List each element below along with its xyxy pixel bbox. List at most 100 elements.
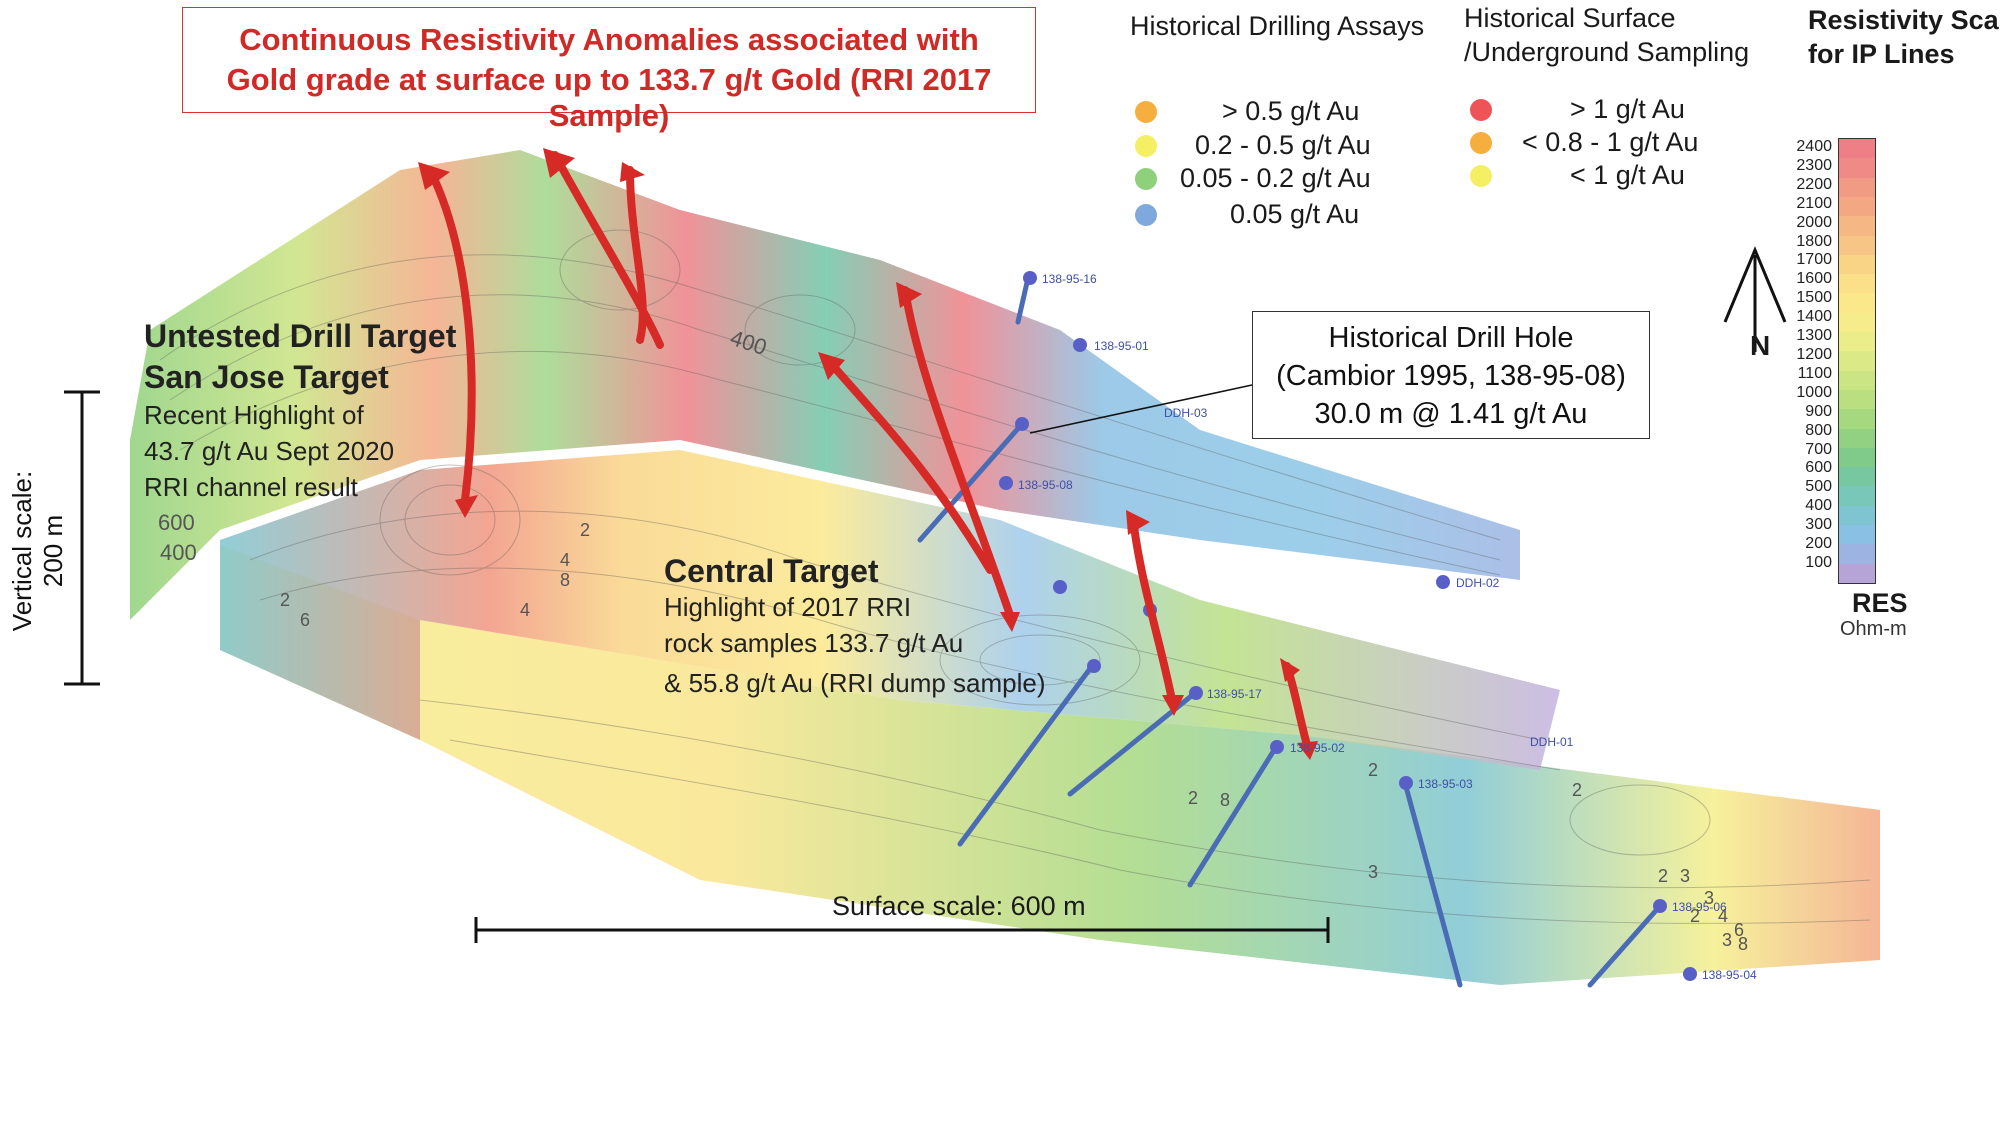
contour-number: 4 bbox=[1718, 906, 1729, 926]
legend-drill-label-3: 0.05 g/t Au bbox=[1230, 199, 1360, 229]
central-title: Central Target bbox=[664, 553, 879, 589]
drill-hole-label: 138-95-17 bbox=[1207, 687, 1262, 701]
san-jose-title-2: San Jose Target bbox=[144, 359, 389, 395]
res-scale-header-1: Resistivity Scale bbox=[1808, 5, 2000, 35]
legend-dot-surf-0 bbox=[1470, 99, 1492, 121]
res-tick-label: 700 bbox=[1805, 440, 1832, 458]
historical-drill-callout: Historical Drill Hole (Cambior 1995, 138… bbox=[1252, 311, 1650, 439]
res-colorbar bbox=[1838, 138, 1876, 584]
title-line-1: Continuous Resistivity Anomalies associa… bbox=[239, 22, 979, 57]
res-tick-label: 200 bbox=[1805, 535, 1832, 553]
north-label: N bbox=[1750, 330, 1771, 361]
res-color-band bbox=[1839, 351, 1875, 372]
drill-hole-label: 138-95-03 bbox=[1418, 777, 1473, 791]
contour-number: 4 bbox=[520, 600, 531, 620]
san-jose-desc-1: Recent Highlight of bbox=[144, 400, 364, 430]
legend-surf-label-0: > 1 g/t Au bbox=[1570, 94, 1685, 124]
contour-number: 6 bbox=[1734, 920, 1745, 940]
contour-number: 3 bbox=[1704, 888, 1715, 908]
contour-number: 3 bbox=[1722, 930, 1733, 950]
res-color-band bbox=[1839, 467, 1875, 487]
res-color-band bbox=[1839, 428, 1875, 449]
res-color-band bbox=[1839, 389, 1875, 410]
anomaly-arrows bbox=[426, 151, 1311, 749]
drill-hole-label: DDH-03 bbox=[1164, 406, 1208, 420]
res-tick-label: 1200 bbox=[1796, 346, 1832, 363]
callout-leader bbox=[1029, 384, 1253, 434]
anomaly-arrowheads bbox=[418, 148, 1318, 760]
drill-hole-label: 138-95-02 bbox=[1290, 741, 1345, 755]
res-color-band bbox=[1839, 216, 1875, 236]
surface-scale-bar bbox=[474, 917, 1330, 943]
res-tick-label: 1500 bbox=[1796, 289, 1832, 307]
contour-number: 8 bbox=[1220, 790, 1231, 810]
res-color-band bbox=[1839, 293, 1875, 314]
res-tick-label: 400 bbox=[1805, 497, 1832, 515]
central-desc-1: Highlight of 2017 RRI bbox=[664, 592, 912, 622]
vertical-scale-bar bbox=[64, 390, 100, 686]
res-tick-label: 1100 bbox=[1797, 364, 1832, 382]
legend-dot-drill-3 bbox=[1135, 204, 1157, 226]
res-unit-sub: Ohm-m bbox=[1840, 618, 1907, 640]
contour-number: 6 bbox=[300, 610, 311, 630]
contour-number: 2 bbox=[1658, 866, 1669, 886]
res-tick-label: 1700 bbox=[1796, 251, 1832, 269]
res-tick-label: 800 bbox=[1805, 421, 1832, 439]
res-tick-label: 1600 bbox=[1796, 270, 1832, 288]
san-jose-desc-3: RRI channel result bbox=[144, 472, 358, 502]
drill-hole-label: DDH-02 bbox=[1456, 576, 1500, 590]
res-tick-label: 2000 bbox=[1796, 213, 1832, 231]
res-color-band bbox=[1839, 409, 1875, 430]
drill-hole-label: 138-95-16 bbox=[1042, 272, 1097, 286]
res-color-band bbox=[1839, 177, 1875, 198]
contour-number: 600 bbox=[158, 510, 195, 535]
drill-hole-label: 138-95-08 bbox=[1018, 478, 1073, 492]
res-scale-header-2: for IP Lines bbox=[1808, 39, 1955, 69]
res-color-band bbox=[1839, 447, 1875, 468]
legend-dot-surf-2 bbox=[1470, 165, 1492, 187]
surface-scale-label: Surface scale: 600 m bbox=[832, 891, 1086, 921]
contour-number: 2 bbox=[580, 520, 591, 540]
res-tick-label: 2200 bbox=[1796, 175, 1832, 193]
drill-hole-label: 138-95-01 bbox=[1094, 339, 1149, 353]
callout-line-1: Historical Drill Hole bbox=[1328, 322, 1574, 354]
contour-number: 4 bbox=[560, 550, 571, 570]
res-tick-label: 2400 bbox=[1796, 138, 1832, 155]
title-box: Continuous Resistivity Anomalies associa… bbox=[182, 7, 1036, 133]
legend-dot-drill-2 bbox=[1135, 168, 1157, 190]
drill-hole-traces bbox=[917, 275, 1663, 988]
contour-lines bbox=[159, 229, 1871, 924]
upper-ip-section bbox=[130, 150, 1520, 620]
drill-hole-label: 138-95-06 bbox=[1672, 900, 1727, 914]
central-desc-3: & 55.8 g/t Au (RRI dump sample) bbox=[664, 668, 1046, 698]
res-color-band bbox=[1839, 505, 1875, 526]
contour-number: 400 bbox=[160, 540, 197, 565]
san-jose-desc-2: 43.7 g/t Au Sept 2020 bbox=[144, 436, 395, 466]
res-tick-label: 500 bbox=[1805, 478, 1832, 496]
legend-dot-surf-1 bbox=[1470, 132, 1492, 154]
north-arrow-icon bbox=[1723, 246, 1787, 352]
legend-drill-label-0: > 0.5 g/t Au bbox=[1222, 96, 1360, 126]
callout-line-3: 30.0 m @ 1.41 g/t Au bbox=[1314, 398, 1588, 430]
res-color-band bbox=[1839, 235, 1875, 256]
contour-number: 3 bbox=[1368, 862, 1379, 882]
title-line-2: Gold grade at surface up to 133.7 g/t Go… bbox=[226, 62, 992, 133]
res-tick-label: 1000 bbox=[1796, 383, 1832, 401]
legend-drill-label-2: 0.05 - 0.2 g/t Au bbox=[1180, 163, 1371, 193]
res-tick-label: 100 bbox=[1805, 554, 1832, 571]
contour-number: 2 bbox=[1188, 788, 1199, 808]
contour-number: 3 bbox=[1680, 866, 1691, 886]
contour-number: 8 bbox=[560, 570, 571, 590]
legend-surface-header-2: /Underground Sampling bbox=[1464, 37, 1750, 67]
res-tick-label: 1300 bbox=[1796, 327, 1832, 345]
legend-surf-label-1: < 0.8 - 1 g/t Au bbox=[1522, 127, 1699, 157]
res-color-band bbox=[1839, 254, 1875, 275]
res-unit-main: RES bbox=[1852, 588, 1908, 618]
res-color-band bbox=[1839, 274, 1875, 294]
legend-dot-drill-0 bbox=[1135, 101, 1157, 123]
res-tick-label: 1800 bbox=[1796, 232, 1832, 250]
res-color-band bbox=[1839, 563, 1875, 584]
res-color-band bbox=[1839, 486, 1875, 507]
vertical-scale-line-1: Vertical scale: bbox=[7, 470, 37, 632]
